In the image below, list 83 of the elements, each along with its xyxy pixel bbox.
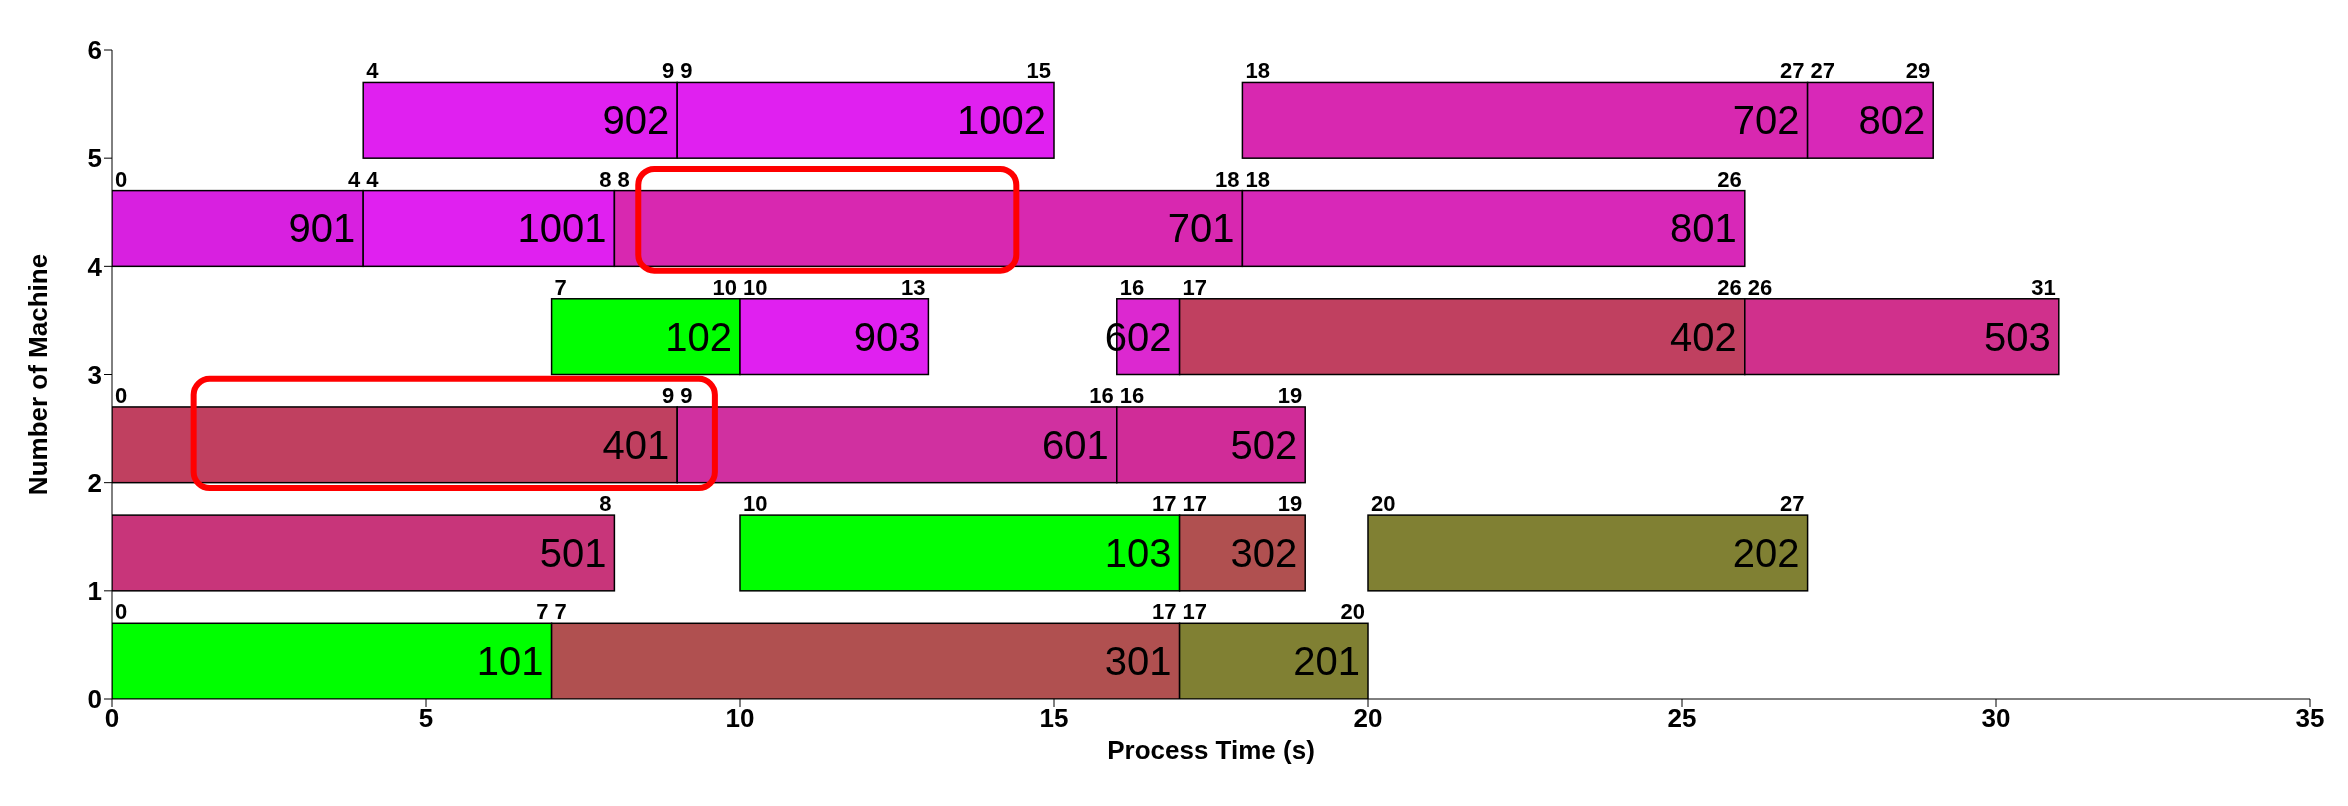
- x-tick-label: 5: [418, 703, 434, 734]
- annotation: 18: [1214, 166, 1240, 192]
- x-tick-label: 15: [1039, 703, 1069, 734]
- series-label: 302: [1230, 530, 1298, 575]
- y-tick-label: 1: [87, 576, 102, 607]
- y-tick-label: 5: [87, 143, 102, 174]
- annotation: 15: [1026, 58, 1051, 84]
- annotation: 26: [1717, 166, 1742, 192]
- annotation: 8: [599, 166, 612, 192]
- series-label: 501: [539, 530, 607, 575]
- annotation: 4: [366, 58, 380, 84]
- annotation: 19: [1277, 382, 1303, 408]
- annotation: 7: [554, 599, 567, 625]
- annotation: 17: [1182, 491, 1208, 517]
- series-label: 702: [1732, 98, 1800, 143]
- x-tick-label: 20: [1353, 703, 1383, 734]
- series-label: 901: [288, 206, 356, 251]
- y-axis-title: Number of Machine: [23, 253, 54, 496]
- annotation: 31: [2031, 274, 2056, 300]
- series-label: 801: [1670, 206, 1737, 251]
- series-label: 902: [602, 98, 670, 143]
- series-label: 802: [1858, 98, 1926, 143]
- series-label: 1001: [517, 206, 607, 251]
- annotation: 10: [712, 274, 737, 300]
- annotation: 17: [1182, 274, 1208, 300]
- annotation: 17: [1182, 599, 1208, 625]
- series-label: 103: [1104, 530, 1172, 575]
- annotation: 8: [617, 166, 630, 192]
- annotation: 20: [1340, 599, 1365, 625]
- x-tick-label: 30: [1981, 703, 2011, 734]
- series-label: 503: [1984, 314, 2051, 359]
- annotation: 26: [1747, 274, 1773, 300]
- annotation: 19: [1277, 491, 1303, 517]
- annotation: 10: [743, 491, 768, 517]
- x-axis-title: Process Time (s): [1107, 735, 1315, 765]
- series-label: 102: [665, 314, 732, 359]
- annotation: 4: [366, 166, 380, 192]
- annotation: 9: [680, 58, 693, 84]
- annotation: 27: [1780, 491, 1805, 517]
- annotation: 18: [1245, 58, 1270, 84]
- annotation: 7: [536, 599, 549, 625]
- series-label: 502: [1230, 422, 1298, 467]
- annotation: 9: [661, 382, 675, 408]
- annotation: 9: [661, 58, 675, 84]
- annotation: 0: [115, 599, 128, 625]
- annotation: 16: [1119, 274, 1145, 300]
- series-label: 1002: [957, 98, 1046, 143]
- x-tick-label: 35: [2295, 703, 2325, 734]
- annotation: 0: [115, 166, 128, 192]
- annotation: 20: [1371, 491, 1396, 517]
- y-tick-label: 2: [87, 467, 102, 498]
- series-label: 401: [602, 422, 670, 467]
- series-label: 301: [1104, 639, 1172, 684]
- annotation: 29: [1905, 58, 1931, 84]
- series-label: 903: [853, 314, 921, 359]
- annotation: 7: [554, 274, 567, 300]
- y-tick-label: 4: [87, 251, 103, 282]
- annotation: 27: [1810, 58, 1836, 84]
- series-label: 701: [1167, 206, 1235, 251]
- annotation: 18: [1245, 166, 1270, 192]
- y-tick-label: 6: [87, 35, 102, 66]
- x-tick-label: 10: [725, 703, 755, 734]
- x-tick-label: 25: [1667, 703, 1697, 734]
- bar: [1367, 514, 1809, 592]
- annotation: 26: [1717, 274, 1742, 300]
- series-label: 601: [1042, 422, 1109, 467]
- annotation: 16: [1119, 382, 1145, 408]
- y-tick-label: 3: [87, 359, 102, 390]
- annotation: 17: [1152, 491, 1177, 517]
- annotation: 4: [347, 166, 361, 192]
- annotation: 17: [1152, 599, 1177, 625]
- annotation: 8: [599, 491, 612, 517]
- y-tick-label: 0: [87, 684, 102, 715]
- series-label: 402: [1670, 314, 1737, 359]
- annotation: 0: [115, 382, 128, 408]
- annotation: 27: [1780, 58, 1805, 84]
- annotation: 9: [680, 382, 693, 408]
- series-label: 201: [1293, 639, 1360, 684]
- annotation: 16: [1089, 382, 1114, 408]
- series-label: 101: [476, 639, 544, 684]
- annotation: 13: [900, 274, 926, 300]
- series-label: 202: [1732, 530, 1800, 575]
- annotation: 10: [743, 274, 768, 300]
